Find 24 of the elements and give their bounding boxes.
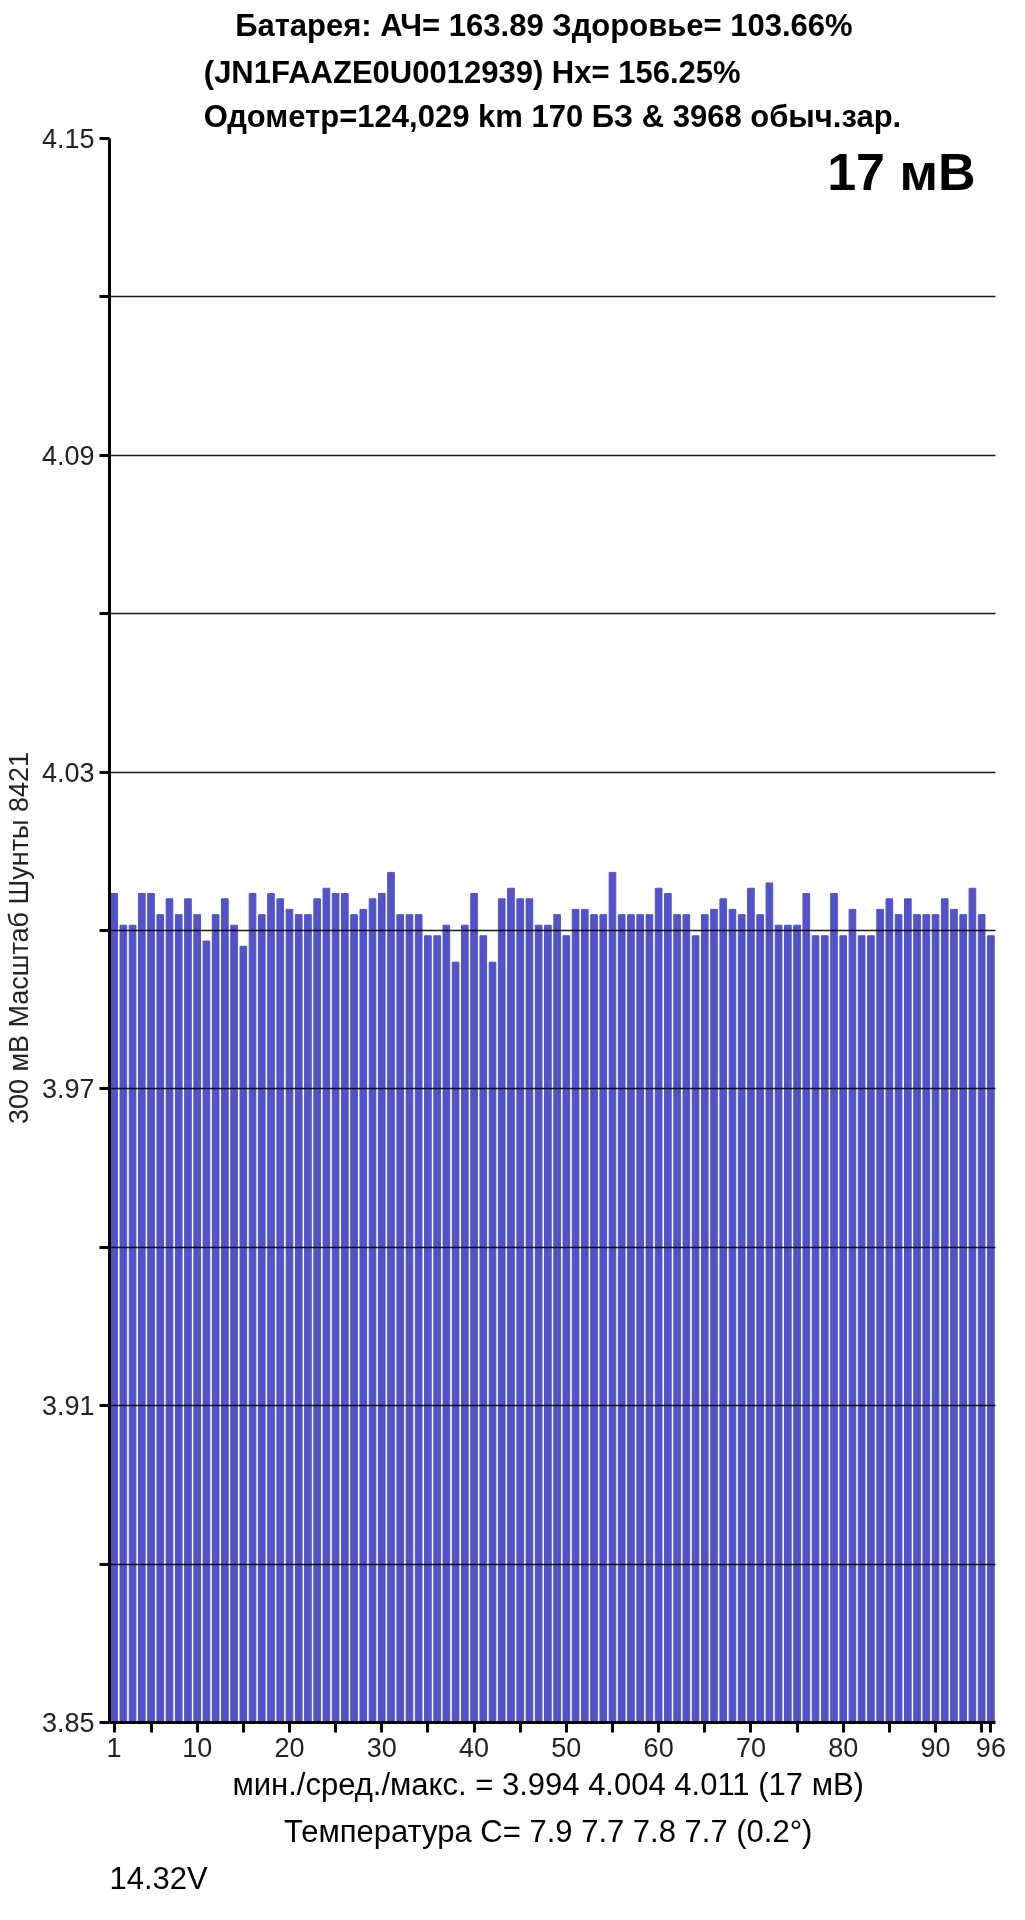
text: Температура C= 7.9 7.7 7.8 7.7 (0.2°) bbox=[283, 1813, 813, 1849]
x-tick-label: 30 bbox=[366, 1732, 397, 1763]
text: 14.32V bbox=[109, 1860, 209, 1896]
text: мин./сред./макс. = 3.994 4.004 4.011 (17 мВ) bbox=[232, 1766, 864, 1802]
x-tick-label: 10 bbox=[182, 1732, 213, 1763]
x-tick-label: 90 bbox=[920, 1732, 951, 1763]
chart-title: Батарея: АЧ= 163.89 Здоровье= 103.66% bbox=[235, 7, 853, 43]
x-tick-label: 80 bbox=[828, 1732, 859, 1763]
y-tick-label: 3.85 bbox=[41, 1708, 95, 1738]
x-tick-label: 1 bbox=[106, 1732, 122, 1763]
x-tick-label: 60 bbox=[643, 1732, 674, 1763]
annotation: 17 мВ bbox=[827, 142, 976, 201]
y-tick-label: 4.15 bbox=[41, 124, 95, 154]
x-tick-label: 70 bbox=[735, 1732, 766, 1763]
y-tick-label: 3.97 bbox=[41, 1074, 95, 1105]
x-tick-label: 50 bbox=[551, 1732, 582, 1763]
x-tick-label: 96 bbox=[975, 1732, 1006, 1763]
y-tick-label: 4.03 bbox=[41, 757, 95, 788]
y-axis-title: 300 мВ Масштаб Шунты 8421 bbox=[3, 751, 34, 1125]
x-tick-label: 40 bbox=[459, 1732, 490, 1763]
chart-subtitle: (JN1FAAZE0U0012939) Hx= 156.25% Одометр=124,029 km 170 БЗ & 3968 обыч.зар. bbox=[203, 54, 902, 134]
x-tick-label: 20 bbox=[274, 1732, 305, 1763]
y-tick-label: 3.91 bbox=[41, 1391, 95, 1422]
y-tick-label: 4.09 bbox=[41, 440, 95, 471]
